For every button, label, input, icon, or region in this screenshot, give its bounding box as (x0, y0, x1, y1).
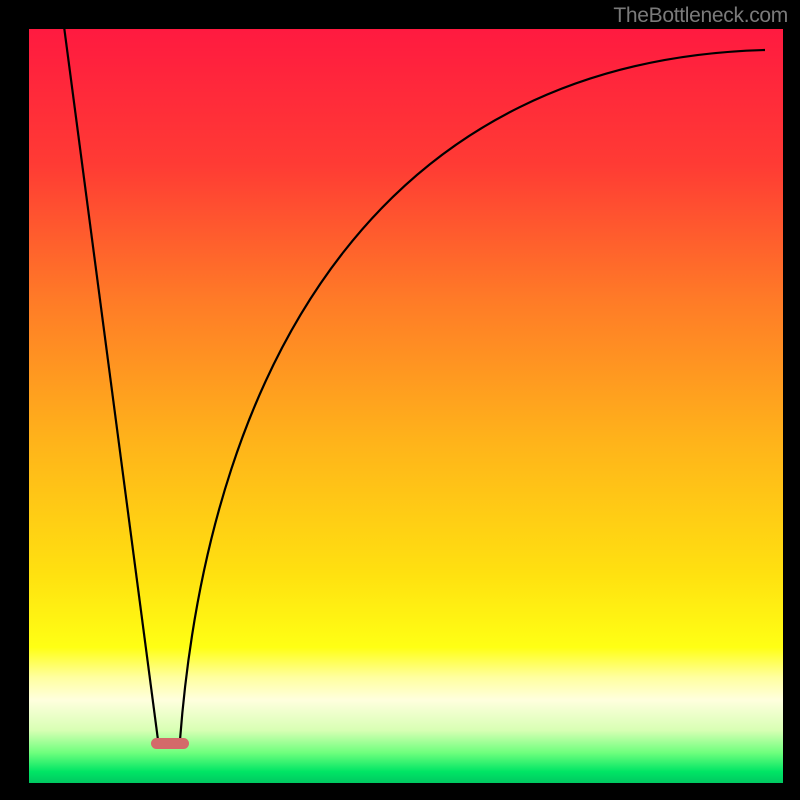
bottom-marker (151, 738, 189, 749)
watermark: TheBottleneck.com (613, 4, 788, 28)
plot-area (29, 29, 783, 783)
curve-layer (29, 29, 783, 783)
